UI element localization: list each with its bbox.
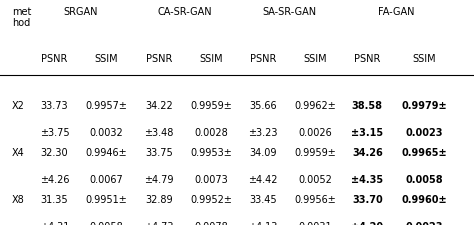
Text: CA-SR-GAN: CA-SR-GAN	[157, 7, 212, 17]
Text: 0.0078: 0.0078	[194, 221, 228, 225]
Text: 38.58: 38.58	[352, 100, 383, 110]
Text: 0.9965±: 0.9965±	[401, 147, 447, 157]
Text: PSNR: PSNR	[146, 54, 172, 64]
Text: 32.89: 32.89	[145, 195, 173, 205]
Text: ±4.13: ±4.13	[248, 221, 278, 225]
Text: 0.9979±: 0.9979±	[401, 100, 447, 110]
Text: 33.45: 33.45	[249, 195, 277, 205]
Text: ±4.26: ±4.26	[40, 174, 69, 184]
Text: 0.0058: 0.0058	[90, 221, 124, 225]
Text: 0.0073: 0.0073	[194, 174, 228, 184]
Text: 0.0031: 0.0031	[299, 221, 332, 225]
Text: 0.9960±: 0.9960±	[401, 195, 447, 205]
Text: 34.09: 34.09	[249, 147, 277, 157]
Text: 0.9962±: 0.9962±	[294, 100, 336, 110]
Text: PSNR: PSNR	[250, 54, 276, 64]
Text: ±3.48: ±3.48	[144, 127, 173, 137]
Text: ±3.23: ±3.23	[248, 127, 278, 137]
Text: SRGAN: SRGAN	[64, 7, 98, 17]
Text: ±4.20: ±4.20	[351, 221, 383, 225]
Text: 0.9959±: 0.9959±	[190, 100, 232, 110]
Text: SA-SR-GAN: SA-SR-GAN	[262, 7, 316, 17]
Text: 0.0028: 0.0028	[194, 127, 228, 137]
Text: 0.0058: 0.0058	[405, 174, 443, 184]
Text: 34.22: 34.22	[145, 100, 173, 110]
Text: SSIM: SSIM	[412, 54, 436, 64]
Text: PSNR: PSNR	[354, 54, 381, 64]
Text: 0.9957±: 0.9957±	[86, 100, 128, 110]
Text: 33.73: 33.73	[41, 100, 68, 110]
Text: SSIM: SSIM	[95, 54, 118, 64]
Text: 31.35: 31.35	[41, 195, 68, 205]
Text: 35.66: 35.66	[249, 100, 277, 110]
Text: 0.0067: 0.0067	[90, 174, 124, 184]
Text: ±4.79: ±4.79	[144, 174, 173, 184]
Text: 33.70: 33.70	[352, 195, 383, 205]
Text: 0.0023: 0.0023	[405, 221, 443, 225]
Text: ±4.31: ±4.31	[40, 221, 69, 225]
Text: X8: X8	[12, 195, 25, 205]
Text: X2: X2	[12, 100, 25, 110]
Text: 33.75: 33.75	[145, 147, 173, 157]
Text: ±3.15: ±3.15	[351, 127, 383, 137]
Text: FA-GAN: FA-GAN	[377, 7, 414, 17]
Text: 0.9951±: 0.9951±	[86, 195, 128, 205]
Text: SSIM: SSIM	[199, 54, 223, 64]
Text: SSIM: SSIM	[303, 54, 327, 64]
Text: PSNR: PSNR	[41, 54, 68, 64]
Text: 0.0032: 0.0032	[90, 127, 124, 137]
Text: 0.9953±: 0.9953±	[190, 147, 232, 157]
Text: X4: X4	[12, 147, 25, 157]
Text: ±3.75: ±3.75	[40, 127, 69, 137]
Text: met
hod: met hod	[12, 7, 31, 28]
Text: 34.26: 34.26	[352, 147, 383, 157]
Text: ±4.42: ±4.42	[248, 174, 278, 184]
Text: 0.0026: 0.0026	[298, 127, 332, 137]
Text: 0.9952±: 0.9952±	[190, 195, 232, 205]
Text: 0.0023: 0.0023	[405, 127, 443, 137]
Text: 0.0052: 0.0052	[298, 174, 332, 184]
Text: 32.30: 32.30	[41, 147, 68, 157]
Text: 0.9956±: 0.9956±	[294, 195, 336, 205]
Text: ±4.73: ±4.73	[144, 221, 173, 225]
Text: 0.9946±: 0.9946±	[86, 147, 128, 157]
Text: ±4.35: ±4.35	[351, 174, 383, 184]
Text: 0.9959±: 0.9959±	[294, 147, 336, 157]
